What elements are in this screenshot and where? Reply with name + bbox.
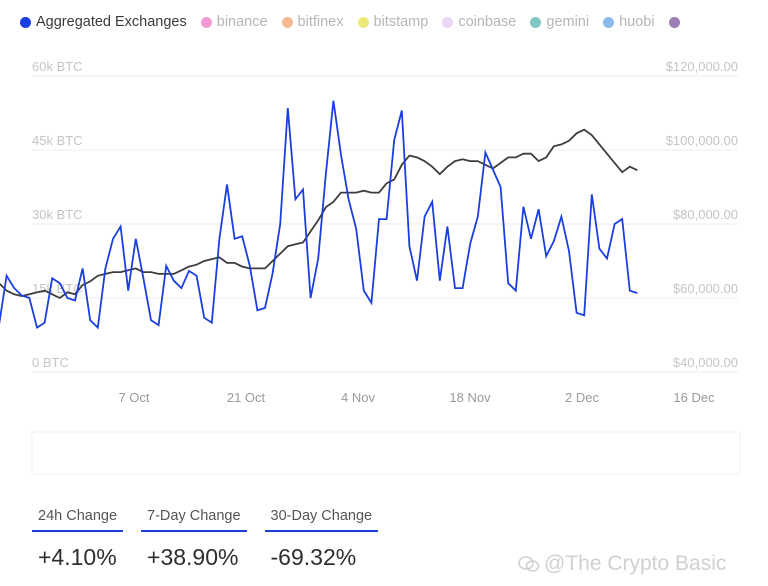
y-left-tick-label: 30k BTC <box>32 207 83 222</box>
y-right-tick-label: $120,000.00 <box>666 59 738 74</box>
y-left-tick-label: 45k BTC <box>32 133 83 148</box>
legend: Aggregated Exchanges binance bitfinex bitst… <box>20 10 760 34</box>
legend-dot-icon <box>603 16 615 28</box>
legend-dot-icon <box>668 16 680 28</box>
legend-item[interactable]: gemini <box>530 14 589 30</box>
tab-title[interactable]: 24h Change <box>32 508 124 532</box>
y-right-tick-label: $40,000.00 <box>673 355 738 370</box>
tab-title[interactable]: 7-Day Change <box>141 508 247 532</box>
x-axis: 7 Oct 21 Oct 4 Nov 18 Nov 2 Dec 16 Dec <box>118 390 715 405</box>
legend-label: huobi <box>619 14 655 30</box>
y-right-tick-label: $80,000.00 <box>673 207 738 222</box>
chat-bubble-icon <box>518 556 540 572</box>
change-tabs: 24h Change +4.10% 7-Day Change +38.90% 3… <box>32 508 379 571</box>
tab-title[interactable]: 30-Day Change <box>264 508 379 532</box>
legend-item[interactable]: huobi <box>603 14 655 30</box>
x-tick-label: 7 Oct <box>118 390 149 405</box>
legend-dot-icon <box>20 16 31 28</box>
navigator[interactable]: 20132020 <box>31 431 741 475</box>
legend-item[interactable]: bitfinex <box>281 14 344 30</box>
x-tick-label: 21 Oct <box>227 390 266 405</box>
legend-item[interactable] <box>668 16 680 28</box>
legend-dot-icon <box>530 16 542 28</box>
legend-label: binance <box>216 14 268 30</box>
legend-item[interactable]: bitstamp <box>357 14 429 30</box>
legend-item[interactable]: binance <box>200 14 268 30</box>
y-left-tick-label: 60k BTC <box>32 59 83 74</box>
tab-value: +4.10% <box>38 544 117 570</box>
legend-label: bitstamp <box>373 14 429 30</box>
x-tick-label: 18 Nov <box>449 390 491 405</box>
legend-dot-icon <box>281 16 293 28</box>
y-right-tick-label: $60,000.00 <box>673 281 738 296</box>
tab-24h-change[interactable]: 24h Change +4.10% <box>32 508 124 571</box>
tab-7-day-change[interactable]: 7-Day Change +38.90% <box>141 508 247 571</box>
y-axis-right: $40,000.00 $60,000.00 $80,000.00 $100,000.0… <box>666 59 738 370</box>
legend-item[interactable]: coinbase <box>442 14 516 30</box>
grid <box>32 75 738 373</box>
legend-dot-icon <box>357 16 369 28</box>
x-tick-label: 4 Nov <box>341 390 375 405</box>
legend-item[interactable]: Aggregated Exchanges <box>20 14 187 30</box>
tab-30-day-change[interactable]: 30-Day Change -69.32% <box>264 508 379 571</box>
legend-label: bitfinex <box>297 14 344 30</box>
x-tick-label: 2 Dec <box>565 390 599 405</box>
legend-label: coinbase <box>458 14 517 30</box>
tab-value: -69.32% <box>270 544 357 570</box>
legend-dot-icon <box>200 16 212 28</box>
volume-series-line <box>0 100 638 330</box>
watermark-text: @The Crypto Basic <box>544 552 727 575</box>
x-tick-label: 16 Dec <box>673 390 715 405</box>
price-series-line <box>0 128 638 300</box>
legend-label: gemini <box>546 14 590 30</box>
y-right-tick-label: $100,000.00 <box>666 133 738 148</box>
tab-value: +38.90% <box>147 544 239 570</box>
legend-dot-icon <box>442 16 454 28</box>
legend-label: Aggregated Exchanges <box>36 14 187 30</box>
y-left-tick-label: 0 BTC <box>32 355 69 370</box>
watermark: @The Crypto Basic <box>518 552 726 576</box>
